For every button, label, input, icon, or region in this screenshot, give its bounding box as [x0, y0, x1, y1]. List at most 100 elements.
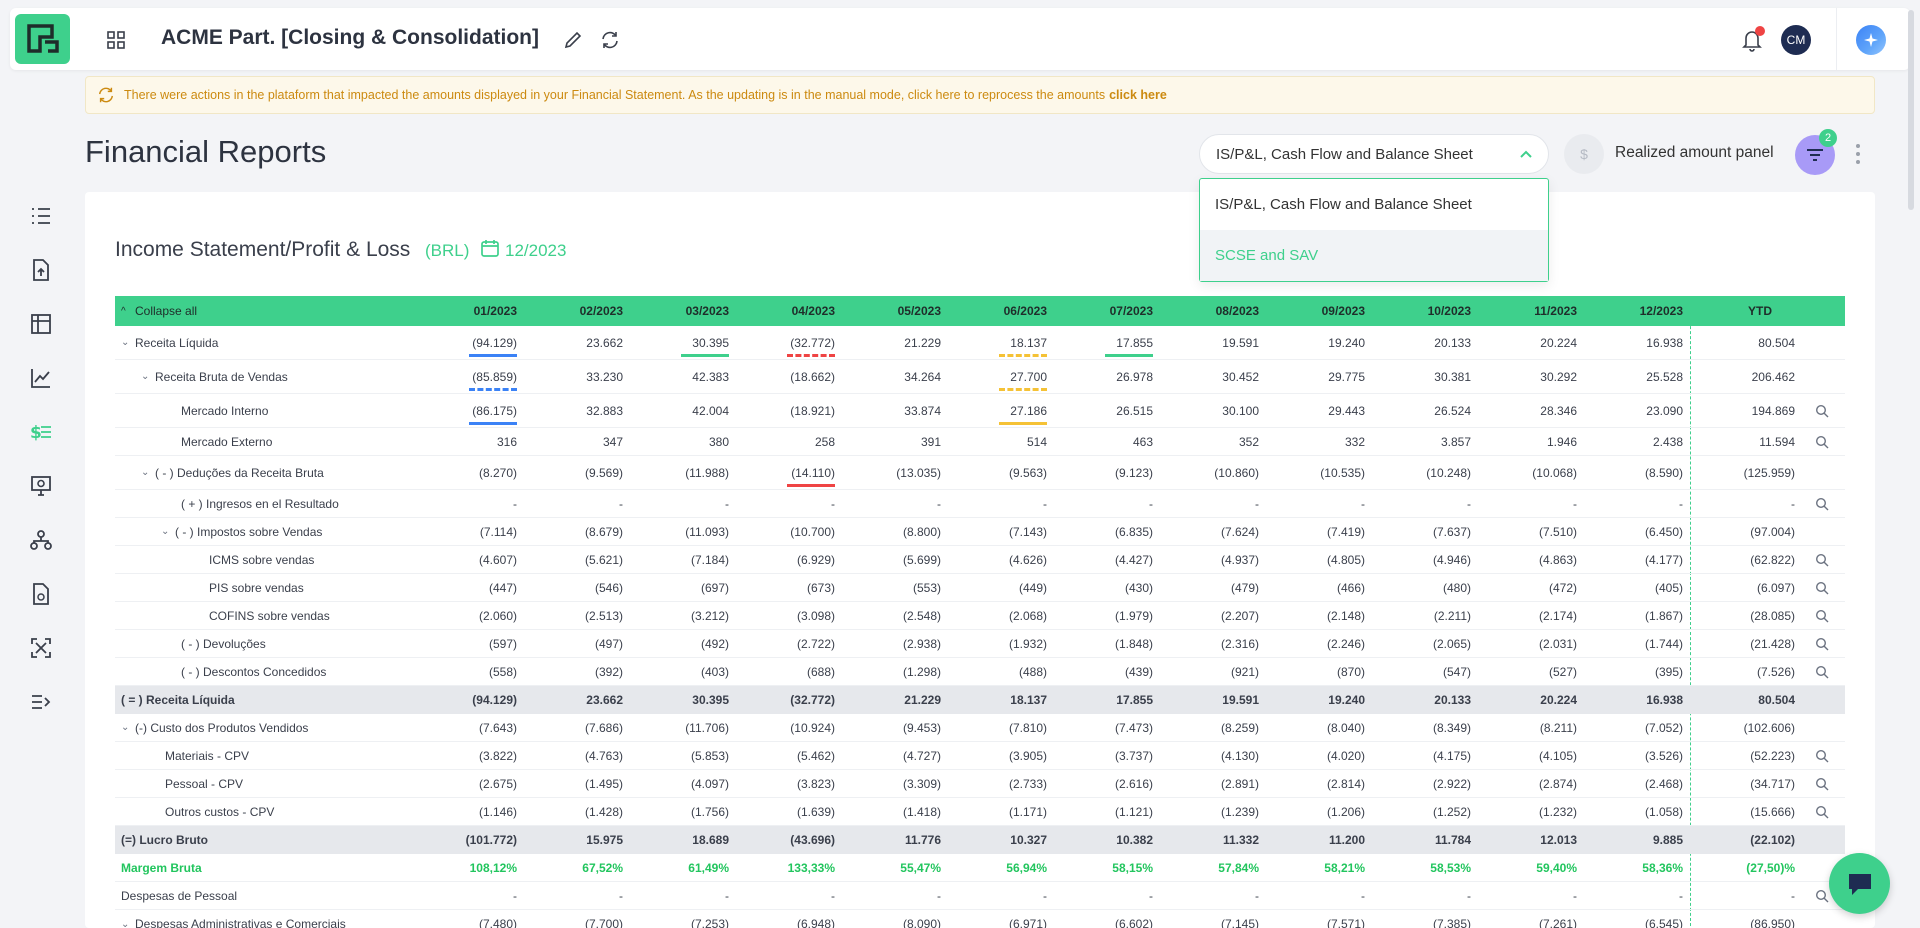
- table-cell[interactable]: -: [1467, 888, 1471, 903]
- table-cell[interactable]: -: [1573, 888, 1577, 903]
- realized-amount-toggle[interactable]: $: [1564, 134, 1604, 174]
- table-cell[interactable]: (3.526): [1644, 748, 1683, 763]
- sidebar-item-org-structure-icon[interactable]: [28, 527, 54, 553]
- table-cell[interactable]: (7.145): [1220, 917, 1259, 928]
- chevron-down-icon[interactable]: ⌄: [121, 918, 130, 928]
- table-cell[interactable]: (8.679): [584, 524, 623, 539]
- table-cell[interactable]: 17.855: [1116, 693, 1153, 707]
- table-cell[interactable]: 27.186: [1010, 403, 1047, 418]
- table-cell[interactable]: 108,12%: [469, 860, 517, 875]
- table-cell[interactable]: (7.510): [1538, 524, 1577, 539]
- table-cell[interactable]: (4.727): [902, 748, 941, 763]
- table-cell[interactable]: (2.891): [1220, 776, 1259, 791]
- table-cell[interactable]: 9.885: [1652, 833, 1683, 847]
- table-cell[interactable]: (392): [594, 664, 623, 679]
- search-icon[interactable]: [1815, 630, 1829, 657]
- sidebar-item-chart-icon[interactable]: [28, 365, 54, 391]
- notifications-bell-icon[interactable]: [1741, 28, 1763, 57]
- table-cell[interactable]: -: [831, 496, 835, 511]
- refresh-icon[interactable]: [599, 29, 621, 56]
- table-cell[interactable]: (1.495): [584, 776, 623, 791]
- dropdown-option-scse[interactable]: SCSE and SAV: [1200, 230, 1548, 281]
- table-cell[interactable]: (2.468): [1644, 776, 1683, 791]
- table-cell[interactable]: (2.068): [1008, 608, 1047, 623]
- table-cell[interactable]: (18.921): [790, 403, 835, 418]
- table-cell[interactable]: (4.130): [1220, 748, 1259, 763]
- table-cell[interactable]: (4.763): [584, 748, 623, 763]
- row-label[interactable]: ⌄ Despesas Administrativas e Comerciais: [121, 910, 346, 928]
- table-cell[interactable]: 17.855: [1116, 335, 1153, 350]
- table-cell[interactable]: 3.857: [1440, 434, 1471, 449]
- table-cell[interactable]: (10.860): [1214, 465, 1259, 480]
- row-label[interactable]: ⌄ ( - ) Deduções da Receita Bruta: [141, 456, 324, 489]
- table-cell[interactable]: (7.419): [1326, 524, 1365, 539]
- table-cell[interactable]: (1.232): [1538, 804, 1577, 819]
- search-icon[interactable]: [1815, 882, 1829, 909]
- table-cell[interactable]: (7.686): [584, 720, 623, 735]
- table-cell[interactable]: (7.700): [584, 917, 623, 928]
- banner-link[interactable]: click here: [1109, 88, 1167, 102]
- table-cell[interactable]: 19.240: [1328, 693, 1365, 707]
- table-cell[interactable]: (10.535): [1320, 465, 1365, 480]
- table-cell[interactable]: (527): [1548, 664, 1577, 679]
- table-row[interactable]: ( + ) Ingresos en el Resultado - - - - - - - - - -…: [115, 490, 1845, 518]
- table-cell[interactable]: 10.327: [1010, 833, 1047, 847]
- table-cell[interactable]: (6.948): [796, 917, 835, 928]
- table-cell[interactable]: (2.938): [902, 636, 941, 651]
- table-cell[interactable]: (472): [1548, 580, 1577, 595]
- chevron-down-icon[interactable]: ⌄: [121, 337, 130, 348]
- table-cell[interactable]: -: [1361, 888, 1365, 903]
- table-cell[interactable]: (4.805): [1326, 552, 1365, 567]
- table-cell[interactable]: 20.224: [1540, 693, 1577, 707]
- table-cell[interactable]: (430): [1124, 580, 1153, 595]
- table-cell[interactable]: 18.137: [1010, 693, 1047, 707]
- table-cell[interactable]: -: [513, 888, 517, 903]
- table-cell[interactable]: (8.040): [1326, 720, 1365, 735]
- table-cell[interactable]: 27.700: [1010, 369, 1047, 384]
- table-cell[interactable]: 29.443: [1328, 403, 1365, 418]
- chevron-down-icon[interactable]: ⌄: [141, 467, 150, 478]
- table-cell[interactable]: (1.756): [690, 804, 729, 819]
- table-cell[interactable]: (8.259): [1220, 720, 1259, 735]
- table-cell[interactable]: (1.932): [1008, 636, 1047, 651]
- table-cell[interactable]: (497): [594, 636, 623, 651]
- search-icon[interactable]: [1815, 658, 1829, 685]
- ai-assistant-button[interactable]: [1856, 25, 1886, 55]
- table-cell[interactable]: (7.052): [1644, 720, 1683, 735]
- table-cell[interactable]: 12.013: [1540, 833, 1577, 847]
- table-cell[interactable]: (1.146): [478, 804, 517, 819]
- table-cell[interactable]: -: [1255, 888, 1259, 903]
- table-cell[interactable]: 30.395: [692, 693, 729, 707]
- table-cell[interactable]: (558): [488, 664, 517, 679]
- table-cell[interactable]: (697): [700, 580, 729, 595]
- table-cell[interactable]: (1.206): [1326, 804, 1365, 819]
- table-cell[interactable]: (2.874): [1538, 776, 1577, 791]
- table-cell[interactable]: 26.978: [1116, 369, 1153, 384]
- table-cell[interactable]: -: [1467, 496, 1471, 511]
- collapse-all-button[interactable]: ^ Collapse all: [121, 304, 198, 318]
- table-cell[interactable]: (6.450): [1644, 524, 1683, 539]
- table-row[interactable]: Mercado Interno (86.175) 32.883 42.004 (18.9…: [115, 394, 1845, 428]
- search-icon[interactable]: [1815, 574, 1829, 601]
- table-cell[interactable]: (870): [1336, 664, 1365, 679]
- table-cell[interactable]: (2.548): [902, 608, 941, 623]
- table-cell[interactable]: 10.382: [1116, 833, 1153, 847]
- table-cell[interactable]: (32.772): [790, 335, 835, 350]
- table-cell[interactable]: (1.979): [1114, 608, 1153, 623]
- table-cell[interactable]: (7.143): [1008, 524, 1047, 539]
- table-cell[interactable]: (447): [488, 580, 517, 595]
- table-row[interactable]: ( = ) Receita Líquida (94.129) 23.662 30.39…: [115, 686, 1845, 714]
- search-icon[interactable]: [1815, 742, 1829, 769]
- table-cell[interactable]: (2.513): [584, 608, 623, 623]
- table-cell[interactable]: (4.177): [1644, 552, 1683, 567]
- table-cell[interactable]: (10.248): [1426, 465, 1471, 480]
- table-cell[interactable]: 58,21%: [1324, 860, 1365, 875]
- table-cell[interactable]: 32.883: [586, 403, 623, 418]
- table-row[interactable]: PIS sobre vendas (447) (546) (697) (673) (553…: [115, 574, 1845, 602]
- table-row[interactable]: Pessoal - CPV (2.675) (1.495) (4.097) (3.823…: [115, 770, 1845, 798]
- table-cell[interactable]: (14.110): [791, 465, 835, 480]
- table-cell[interactable]: (2.722): [796, 636, 835, 651]
- table-cell[interactable]: -: [1149, 888, 1153, 903]
- table-cell[interactable]: (4.863): [1538, 552, 1577, 567]
- table-cell[interactable]: 11.200: [1328, 833, 1365, 847]
